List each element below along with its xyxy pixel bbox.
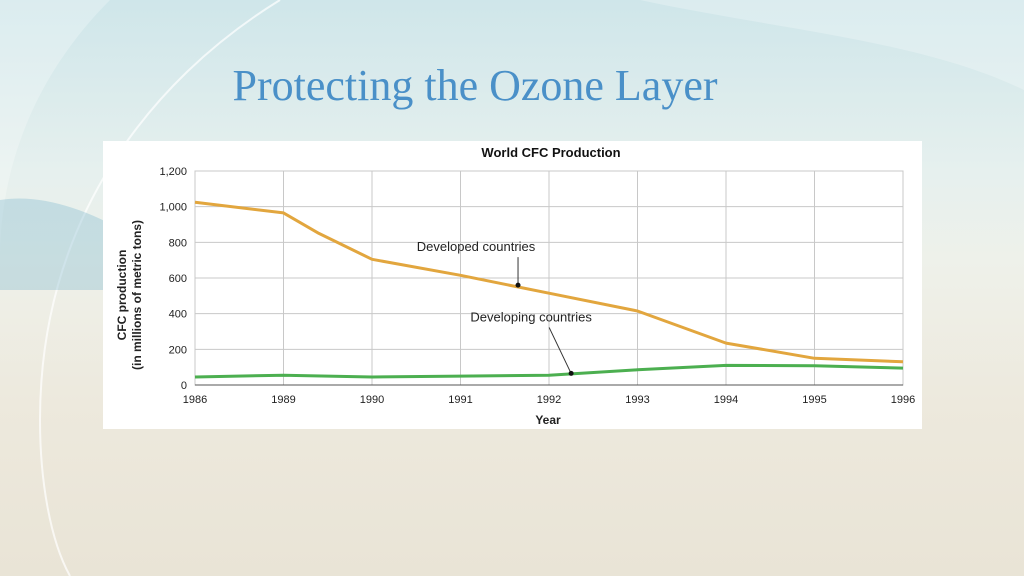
chart-title: World CFC Production: [481, 145, 620, 160]
chart-annotations: Developed countries Developing countries: [417, 239, 592, 376]
background-highlight: [640, 0, 1024, 90]
background-curve: [38, 0, 281, 576]
chart-axes: 0 200 400 600 800 1,000 1,200 1986 1989 1990 1991 1…: [159, 166, 915, 406]
y-tick-label: 600: [169, 273, 187, 285]
x-axis-title: Year: [535, 413, 561, 427]
chart-panel: World CFC Production 0 200 400 600 800 1,000 1…: [103, 141, 922, 429]
x-tick-label: 1989: [271, 394, 295, 406]
y-tick-label: 1,200: [159, 166, 187, 178]
chart-grid: [194, 170, 904, 386]
developing-countries-line: [194, 363, 904, 379]
x-tick-label: 1993: [625, 394, 649, 406]
x-tick-label: 1995: [802, 394, 826, 406]
slide-title: Protecting the Ozone Layer: [232, 61, 718, 110]
developed-countries-line: [194, 200, 904, 364]
background-swoosh: [0, 0, 110, 260]
x-tick-label: 1991: [448, 394, 472, 406]
y-tick-label: 200: [169, 344, 187, 356]
cfc-line-chart: World CFC Production 0 200 400 600 800 1,000 1…: [115, 145, 915, 427]
x-tick-label: 1986: [183, 394, 207, 406]
y-tick-label: 0: [181, 380, 187, 392]
y-tick-label: 800: [169, 237, 187, 249]
y-tick-label: 400: [169, 309, 187, 321]
chart-series: [194, 200, 904, 379]
y-tick-label: 1,000: [159, 202, 187, 214]
annotation-dot: [568, 370, 574, 376]
x-tick-label: 1996: [891, 394, 915, 406]
y-axis-title-line1: CFC production: [115, 250, 129, 341]
y-axis-title-group: CFC production (in millions of metric to…: [115, 220, 144, 370]
y-axis-title-line2: (in millions of metric tons): [130, 220, 144, 370]
x-tick-label: 1990: [360, 394, 384, 406]
developing-countries-label: Developing countries: [470, 309, 592, 324]
x-tick-label: 1992: [537, 394, 561, 406]
x-tick-label: 1994: [714, 394, 738, 406]
developed-countries-label: Developed countries: [417, 239, 536, 254]
annotation-leader: [548, 327, 572, 374]
annotation-dot: [515, 282, 521, 288]
